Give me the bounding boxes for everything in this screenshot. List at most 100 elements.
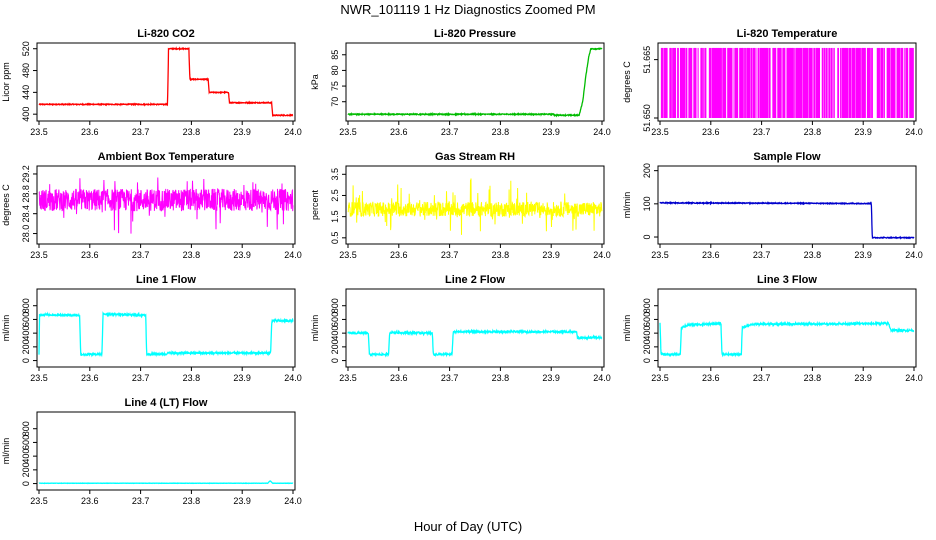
data-line — [38, 177, 294, 234]
y-tick-label: 400 — [330, 326, 340, 341]
x-tick-label: 23.8 — [492, 373, 510, 383]
panel-title: Line 3 Flow — [757, 274, 817, 286]
x-tick-label: 23.8 — [804, 250, 822, 260]
y-tick-label: 400 — [642, 326, 652, 341]
panel-title: Li-820 Pressure — [434, 28, 516, 40]
y-tick-label: 70 — [330, 97, 340, 107]
x-tick-label: 23.9 — [542, 250, 560, 260]
x-tick-label: 23.5 — [651, 250, 669, 260]
x-tick-label: 23.8 — [183, 496, 201, 506]
data-line — [347, 47, 603, 118]
x-tick-label: 23.7 — [753, 127, 771, 137]
x-tick-label: 23.7 — [753, 373, 771, 383]
y-tick-label: 200 — [330, 339, 340, 354]
y-tick-label: 0 — [21, 358, 31, 363]
x-tick-label: 23.5 — [30, 373, 48, 383]
x-tick-label: 23.8 — [183, 250, 201, 260]
y-tick-label: 3.5 — [330, 168, 340, 181]
y-tick-label: 200 — [642, 163, 652, 178]
x-tick-label: 24.0 — [905, 127, 923, 137]
panel-2: Li-820 Pressure kPa 23.5 23.6 23.7 23.8 23.9 24… — [310, 28, 611, 137]
x-tick-label: 23.6 — [81, 496, 99, 506]
data-line — [38, 480, 294, 485]
x-tick-label: 23.9 — [854, 250, 872, 260]
y-tick-label: 520 — [21, 41, 31, 56]
x-tick-label: 23.6 — [81, 127, 99, 137]
y-tick-label: 440 — [21, 85, 31, 100]
plot-area — [347, 328, 603, 358]
data-line — [38, 46, 294, 118]
data-line — [659, 200, 915, 240]
x-tick-label: 23.6 — [390, 373, 408, 383]
y-axis-label: ml/min — [1, 438, 11, 465]
x-tick-label: 23.7 — [132, 250, 150, 260]
x-tick-label: 23.9 — [542, 373, 560, 383]
x-tick-label: 24.0 — [284, 250, 302, 260]
x-tick-label: 23.8 — [804, 373, 822, 383]
plot-area — [659, 320, 915, 358]
data-line — [347, 178, 603, 235]
x-tick-label: 23.6 — [390, 127, 408, 137]
y-tick-label: 400 — [21, 107, 31, 122]
x-tick-label: 24.0 — [593, 250, 611, 260]
plot-area — [347, 178, 603, 235]
panel-title: Ambient Box Temperature — [98, 151, 235, 163]
panel-4: Ambient Box Temperature degrees C 23.5 23.6… — [1, 151, 302, 260]
panel-10: Line 4 (LT) Flow ml/min 23.5 23.6 23.7 23.8 23… — [1, 397, 302, 506]
x-tick-label: 24.0 — [593, 127, 611, 137]
y-tick-label: 480 — [21, 63, 31, 78]
plot-frame — [345, 288, 605, 368]
x-tick-label: 24.0 — [593, 373, 611, 383]
y-tick-label: 400 — [21, 449, 31, 464]
x-tick-label: 23.5 — [339, 250, 357, 260]
data-line — [38, 311, 294, 358]
y-tick-label: 85 — [330, 50, 340, 60]
plot-area — [347, 47, 603, 118]
x-tick-label: 23.5 — [339, 373, 357, 383]
y-tick-label: 0 — [642, 235, 652, 240]
panels: Li-820 CO2 Licor ppm 23.5 23.6 23.7 23.8 23.9 2… — [1, 28, 923, 506]
plot-area — [659, 200, 915, 240]
figure-title: NWR_101119 1 Hz Diagnostics Zoomed PM — [340, 2, 595, 17]
x-tick-label: 23.9 — [233, 373, 251, 383]
x-tick-label: 23.6 — [702, 373, 720, 383]
x-tick-label: 23.9 — [233, 127, 251, 137]
x-tick-label: 24.0 — [905, 373, 923, 383]
x-tick-label: 23.5 — [651, 373, 669, 383]
data-line — [347, 328, 603, 358]
x-tick-label: 23.8 — [183, 127, 201, 137]
y-tick-label: 75 — [330, 81, 340, 91]
plot-frame — [345, 42, 605, 122]
y-tick-label: 400 — [21, 326, 31, 341]
panel-6: Sample Flow ml/min 23.5 23.6 23.7 23.8 23.9 24.… — [622, 151, 923, 260]
x-tick-label: 24.0 — [284, 496, 302, 506]
x-tick-label: 23.8 — [492, 127, 510, 137]
x-tick-label: 24.0 — [284, 373, 302, 383]
plot-frame — [657, 42, 917, 122]
plot-frame — [36, 288, 296, 368]
plot-area — [38, 311, 294, 358]
y-tick-label: 100 — [642, 196, 652, 211]
panel-title: Li-820 Temperature — [737, 28, 838, 40]
y-axis-label: ml/min — [622, 192, 632, 219]
x-tick-label: 23.5 — [30, 496, 48, 506]
y-tick-label: 600 — [21, 435, 31, 450]
y-tick-label: 51.665 — [642, 46, 652, 74]
plot-area — [38, 46, 294, 118]
plot-frame — [345, 165, 605, 245]
x-tick-label: 24.0 — [284, 127, 302, 137]
x-tick-label: 23.5 — [339, 127, 357, 137]
x-tick-label: 23.6 — [390, 250, 408, 260]
panel-8: Line 2 Flow ml/min 23.5 23.6 23.7 23.8 23.9 24.… — [310, 274, 611, 383]
plot-area — [38, 177, 294, 234]
x-tick-label: 23.9 — [854, 127, 872, 137]
y-axis-label: ml/min — [310, 315, 320, 342]
panel-title: Line 2 Flow — [445, 274, 505, 286]
y-tick-label: 28.4 — [21, 205, 31, 223]
panel-title: Sample Flow — [753, 151, 821, 163]
y-tick-label: 28.8 — [21, 185, 31, 203]
x-tick-label: 23.5 — [30, 250, 48, 260]
y-tick-label: 51.650 — [642, 104, 652, 132]
panel-title: Line 4 (LT) Flow — [125, 397, 208, 409]
